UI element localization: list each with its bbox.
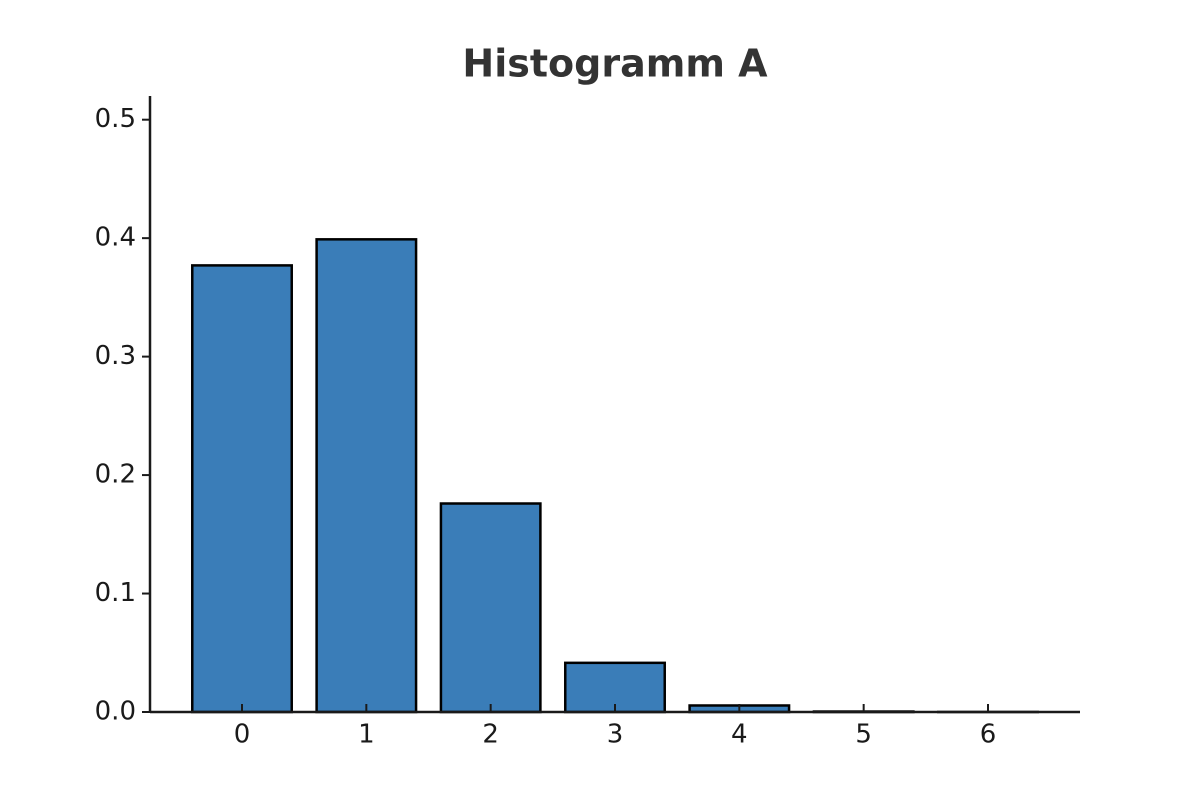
x-tick-label: 6 [980, 720, 997, 750]
y-tick-label: 0.1 [95, 578, 136, 608]
y-tick-label: 0.5 [95, 104, 136, 134]
bar [439, 502, 542, 714]
x-tick-label: 4 [731, 720, 748, 750]
bar [315, 238, 418, 714]
bar [191, 264, 293, 714]
x-tick-label: 5 [855, 720, 872, 750]
y-tick-label: 0.4 [95, 223, 136, 253]
chart-title: Histogramm A [462, 42, 768, 86]
x-tick-label: 0 [234, 720, 251, 750]
y-tick-label: 0.2 [95, 460, 136, 490]
y-tick-label: 0.0 [95, 697, 136, 727]
y-tick-label: 0.3 [95, 341, 136, 371]
x-tick-label: 1 [358, 720, 375, 750]
x-tick-label: 3 [607, 720, 624, 750]
x-tick-label: 2 [482, 720, 499, 750]
